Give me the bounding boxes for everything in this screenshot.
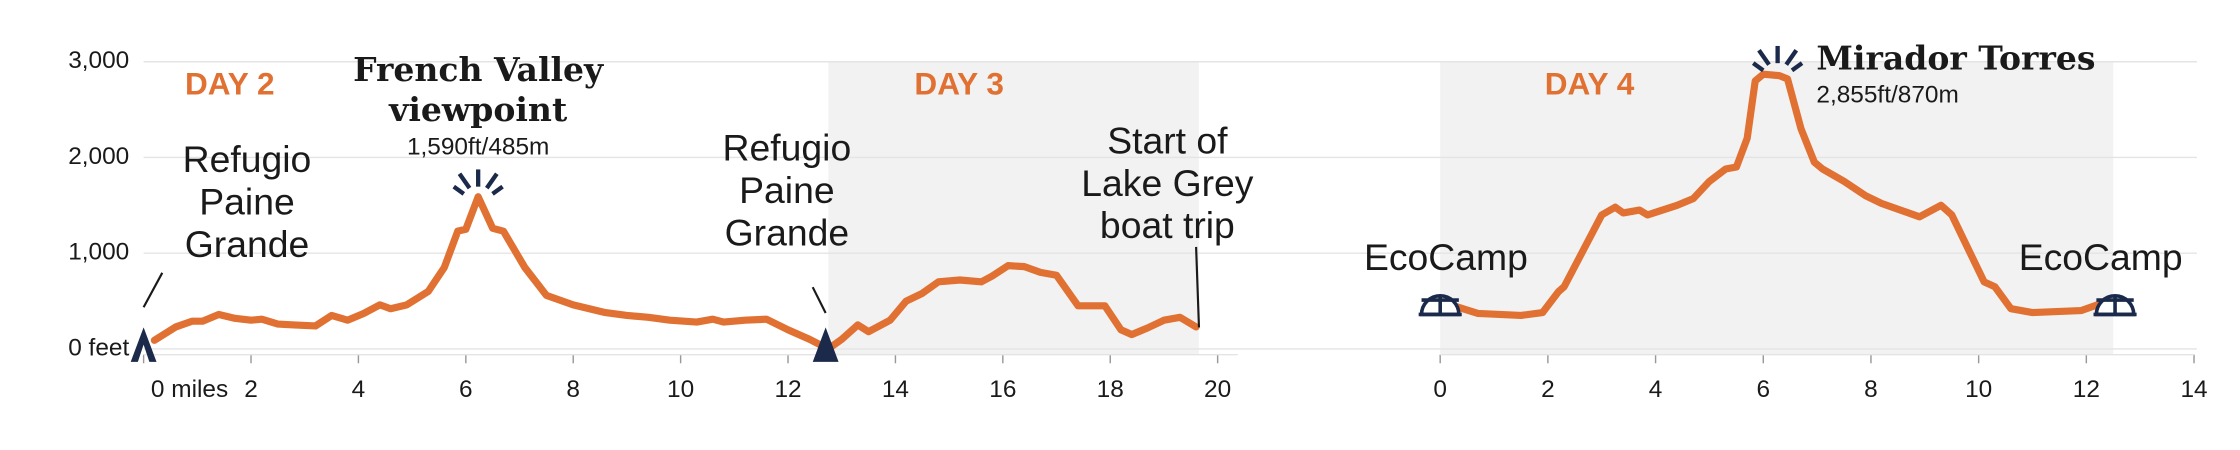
y-tick-label: 2,000	[68, 143, 129, 170]
x-tick-label: 16	[989, 376, 1016, 403]
icons	[130, 45, 2137, 362]
annotation-sub: 1,590ft/485m	[407, 133, 549, 160]
x-tick-label: 10	[1965, 376, 1992, 403]
annotation: Refugio	[183, 138, 312, 180]
background	[828, 61, 2114, 355]
elevation-line	[150, 193, 1200, 353]
x-tick-label: 14	[2180, 376, 2207, 403]
annotation: viewpoint	[388, 90, 568, 129]
viewpoint-icon	[452, 169, 504, 196]
x-tick-label: 8	[566, 376, 580, 403]
x-tick-label: 0 miles	[151, 376, 228, 403]
x-tick-label: 2	[1541, 376, 1555, 403]
x-tick-label: 6	[459, 376, 473, 403]
annotation: Paine	[739, 169, 834, 211]
day-label: DAY 2	[185, 65, 275, 101]
profiles	[150, 70, 2112, 353]
annotation-sub: 2,855ft/870m	[1816, 82, 1958, 109]
annotation: EcoCamp	[2019, 236, 2183, 278]
day-band	[1440, 61, 2114, 355]
x-tick-label: 18	[1097, 376, 1124, 403]
x-tick-label: 6	[1756, 376, 1770, 403]
elevation-line	[1450, 70, 2112, 320]
x-tick-label: 8	[1864, 376, 1878, 403]
x-tick-label: 20	[1204, 376, 1231, 403]
camp-icon	[2093, 294, 2137, 317]
x-tick-label: 12	[774, 376, 801, 403]
y-tick-label: 3,000	[68, 47, 129, 74]
annotation: boat trip	[1100, 204, 1235, 246]
annotation: Lake Grey	[1081, 162, 1254, 204]
x-tick-label: 0	[1433, 376, 1447, 403]
y-tick-label: 1,000	[68, 239, 129, 266]
camp-icon	[1418, 294, 1462, 317]
annotation: Start of	[1107, 119, 1228, 161]
annotation: French Valley	[353, 50, 604, 89]
y-tick-label: 0 feet	[68, 334, 129, 361]
x-tick-label: 12	[2073, 376, 2100, 403]
day-label: DAY 4	[1545, 65, 1635, 101]
leader-lines	[142, 246, 1201, 328]
grid	[142, 61, 2197, 364]
viewpoint-icon	[1751, 45, 1804, 73]
labels: DAY 2 DAY 3 0 feet 1,000 2,000 3,000 0 miles 2 4…	[68, 38, 2207, 403]
day-band	[828, 61, 1199, 355]
annotation: Mirador Torres	[1816, 38, 2095, 77]
day-label: DAY 3	[914, 65, 1004, 101]
annotation: Refugio	[723, 127, 852, 169]
x-tick-label: 10	[667, 376, 694, 403]
x-tick-label: 2	[244, 376, 258, 403]
x-tick-label: 14	[882, 376, 909, 403]
tent-icon	[812, 327, 839, 362]
tent-icon	[130, 327, 157, 362]
annotation: Grande	[725, 211, 850, 253]
x-tick-label: 4	[1649, 376, 1663, 403]
annotation: EcoCamp	[1364, 236, 1528, 278]
annotation: Paine	[199, 180, 294, 222]
x-tick-label: 4	[352, 376, 366, 403]
annotation: Grande	[185, 223, 310, 265]
